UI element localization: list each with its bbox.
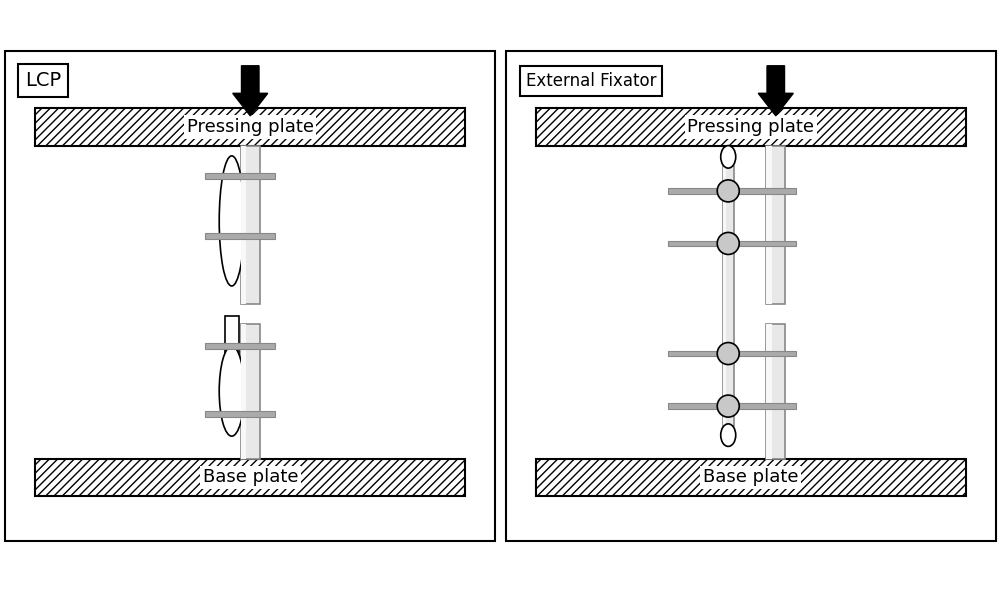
- Text: External Fixator: External Fixator: [526, 72, 656, 90]
- Bar: [35, 459, 465, 496]
- Ellipse shape: [721, 146, 736, 168]
- Bar: [205, 233, 275, 239]
- Ellipse shape: [721, 424, 736, 446]
- Bar: [669, 351, 796, 356]
- Bar: [205, 173, 275, 179]
- Bar: [225, 316, 239, 426]
- Text: Base plate: Base plate: [703, 468, 799, 487]
- Bar: [767, 323, 772, 459]
- Ellipse shape: [219, 346, 244, 436]
- Bar: [669, 188, 796, 194]
- FancyArrow shape: [759, 66, 793, 116]
- Circle shape: [717, 233, 739, 255]
- Bar: [35, 108, 465, 146]
- Bar: [767, 146, 785, 304]
- Text: LCP: LCP: [25, 71, 61, 91]
- Bar: [205, 343, 275, 349]
- Bar: [723, 166, 734, 426]
- Bar: [767, 146, 772, 304]
- Circle shape: [717, 395, 739, 417]
- Bar: [205, 411, 275, 417]
- Text: Pressing plate: Pressing plate: [688, 118, 814, 136]
- Bar: [723, 166, 726, 426]
- Bar: [669, 403, 796, 409]
- FancyArrow shape: [233, 66, 267, 116]
- Bar: [240, 323, 246, 459]
- Text: Pressing plate: Pressing plate: [187, 118, 313, 136]
- Ellipse shape: [219, 156, 244, 286]
- Circle shape: [717, 343, 739, 365]
- Circle shape: [717, 180, 739, 202]
- Bar: [240, 146, 246, 304]
- Bar: [767, 323, 785, 459]
- Bar: [240, 323, 260, 459]
- Bar: [669, 241, 796, 246]
- Bar: [536, 459, 966, 496]
- Bar: [240, 146, 260, 304]
- Bar: [536, 108, 966, 146]
- Text: Base plate: Base plate: [202, 468, 298, 487]
